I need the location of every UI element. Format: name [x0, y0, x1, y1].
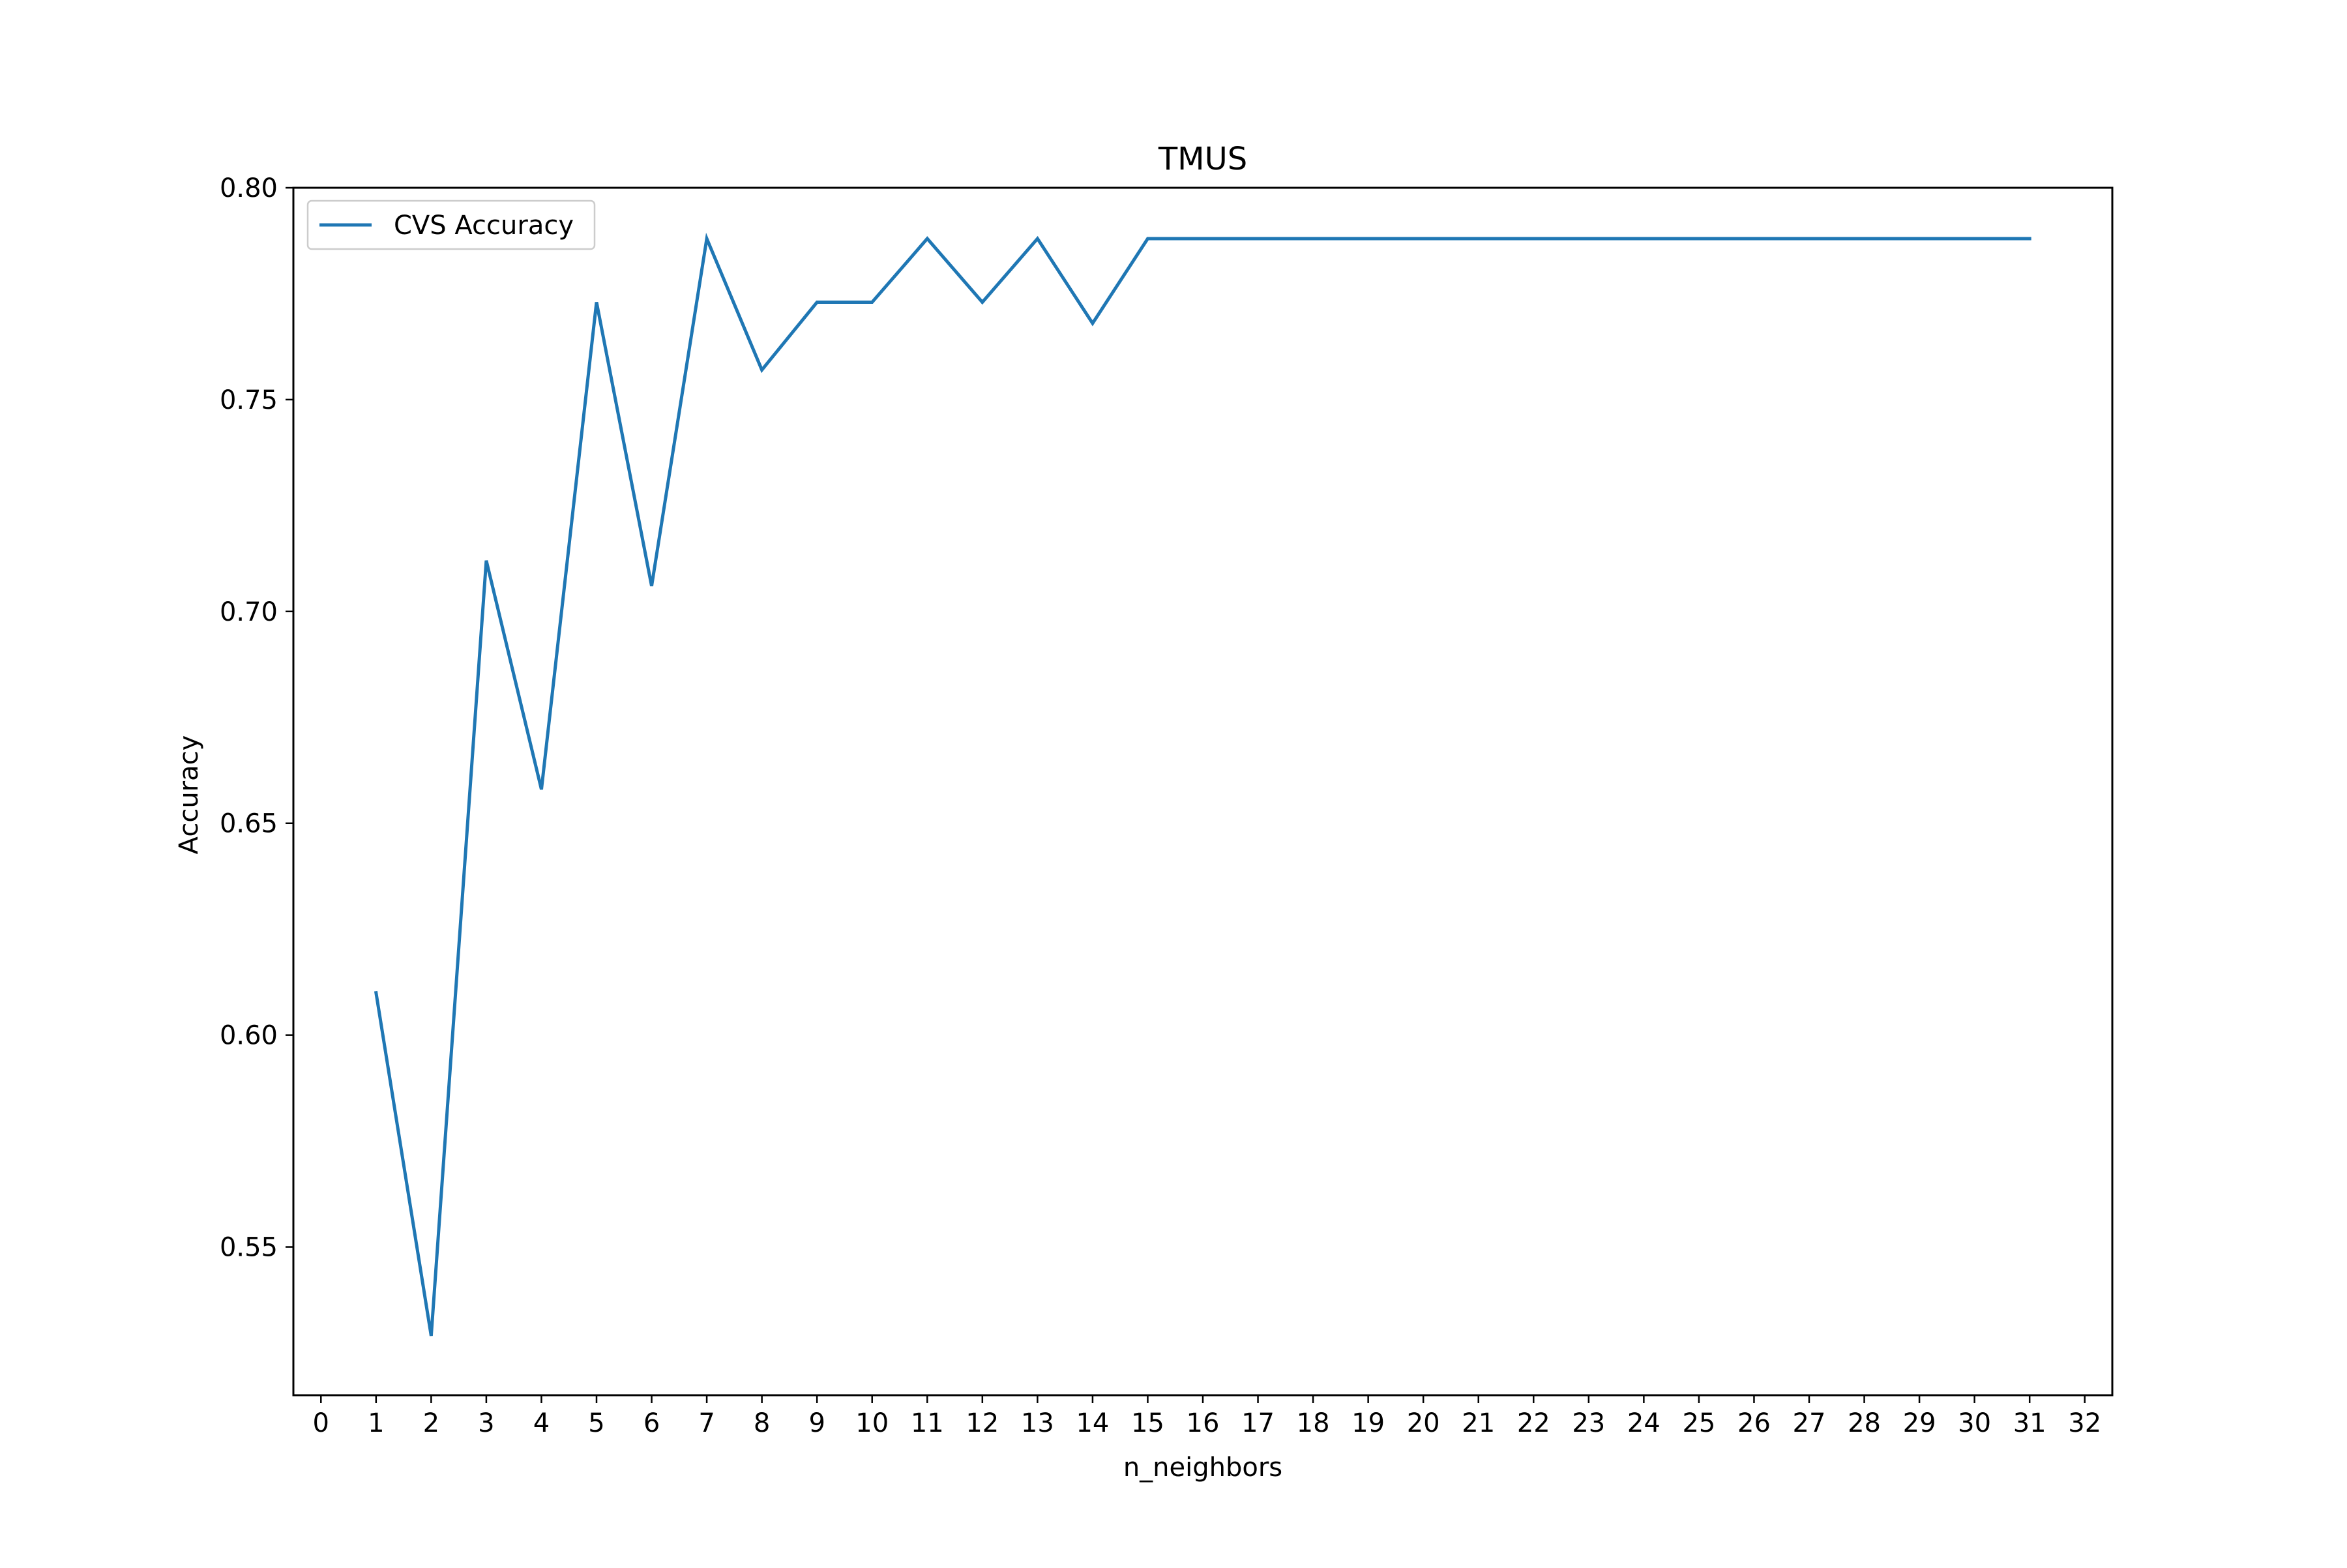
x-tick-label: 18 — [1297, 1408, 1330, 1438]
x-tick-label: 10 — [855, 1408, 889, 1438]
x-tick-label: 15 — [1131, 1408, 1164, 1438]
x-tick-label: 25 — [1682, 1408, 1715, 1438]
x-tick-label: 2 — [423, 1408, 439, 1438]
x-tick-label: 21 — [1462, 1408, 1495, 1438]
axis-ticks: 0 1 2 3 4 5 6 7 8 9 10 11 12 13 14 15 16 17 18 19 20 21 22 23 24… — [220, 173, 2101, 1438]
x-tick-label: 7 — [698, 1408, 715, 1438]
x-axis-label: n_neighbors — [1123, 1453, 1282, 1483]
chart-title: TMUS — [1158, 141, 1247, 177]
y-tick-label: 0.70 — [220, 597, 278, 627]
legend-label-cvs-accuracy: CVS Accuracy — [394, 211, 574, 241]
y-tick-label: 0.55 — [220, 1233, 278, 1263]
x-tick-label: 13 — [1021, 1408, 1054, 1438]
x-tick-label: 22 — [1517, 1408, 1550, 1438]
x-tick-label: 12 — [966, 1408, 999, 1438]
x-tick-label: 26 — [1737, 1408, 1771, 1438]
y-tick-label: 0.65 — [220, 809, 278, 839]
x-tick-label: 32 — [2068, 1408, 2101, 1438]
x-tick-label: 14 — [1076, 1408, 1109, 1438]
x-tick-label: 31 — [2013, 1408, 2046, 1438]
series-line-cvs-accuracy — [374, 232, 2031, 1337]
x-tick-label: 6 — [643, 1408, 660, 1438]
x-tick-label: 20 — [1407, 1408, 1440, 1438]
x-tick-label: 19 — [1351, 1408, 1385, 1438]
x-tick-label: 27 — [1793, 1408, 1826, 1438]
x-tick-label: 30 — [1958, 1408, 1991, 1438]
y-tick-label: 0.60 — [220, 1021, 278, 1051]
x-tick-label: 0 — [313, 1408, 329, 1438]
x-tick-label: 23 — [1572, 1408, 1605, 1438]
x-tick-label: 16 — [1187, 1408, 1220, 1438]
x-tick-label: 5 — [588, 1408, 604, 1438]
x-tick-label: 3 — [478, 1408, 494, 1438]
x-tick-label: 28 — [1848, 1408, 1881, 1438]
series-layer — [374, 232, 2031, 1337]
plot-area-frame — [292, 186, 2114, 1397]
legend-box — [306, 200, 596, 250]
x-tick-label: 1 — [368, 1408, 384, 1438]
y-axis-label: Accuracy — [174, 735, 204, 855]
legend: CVS Accuracy — [306, 200, 596, 250]
y-tick-label: 0.75 — [220, 385, 278, 415]
x-tick-label: 8 — [754, 1408, 770, 1438]
x-tick-label: 11 — [911, 1408, 944, 1438]
x-tick-label: 24 — [1627, 1408, 1661, 1438]
y-tick-label: 0.80 — [220, 173, 278, 203]
x-tick-label: 4 — [533, 1408, 550, 1438]
x-tick-label: 9 — [808, 1408, 825, 1438]
x-tick-label: 17 — [1241, 1408, 1275, 1438]
x-tick-label: 29 — [1903, 1408, 1936, 1438]
